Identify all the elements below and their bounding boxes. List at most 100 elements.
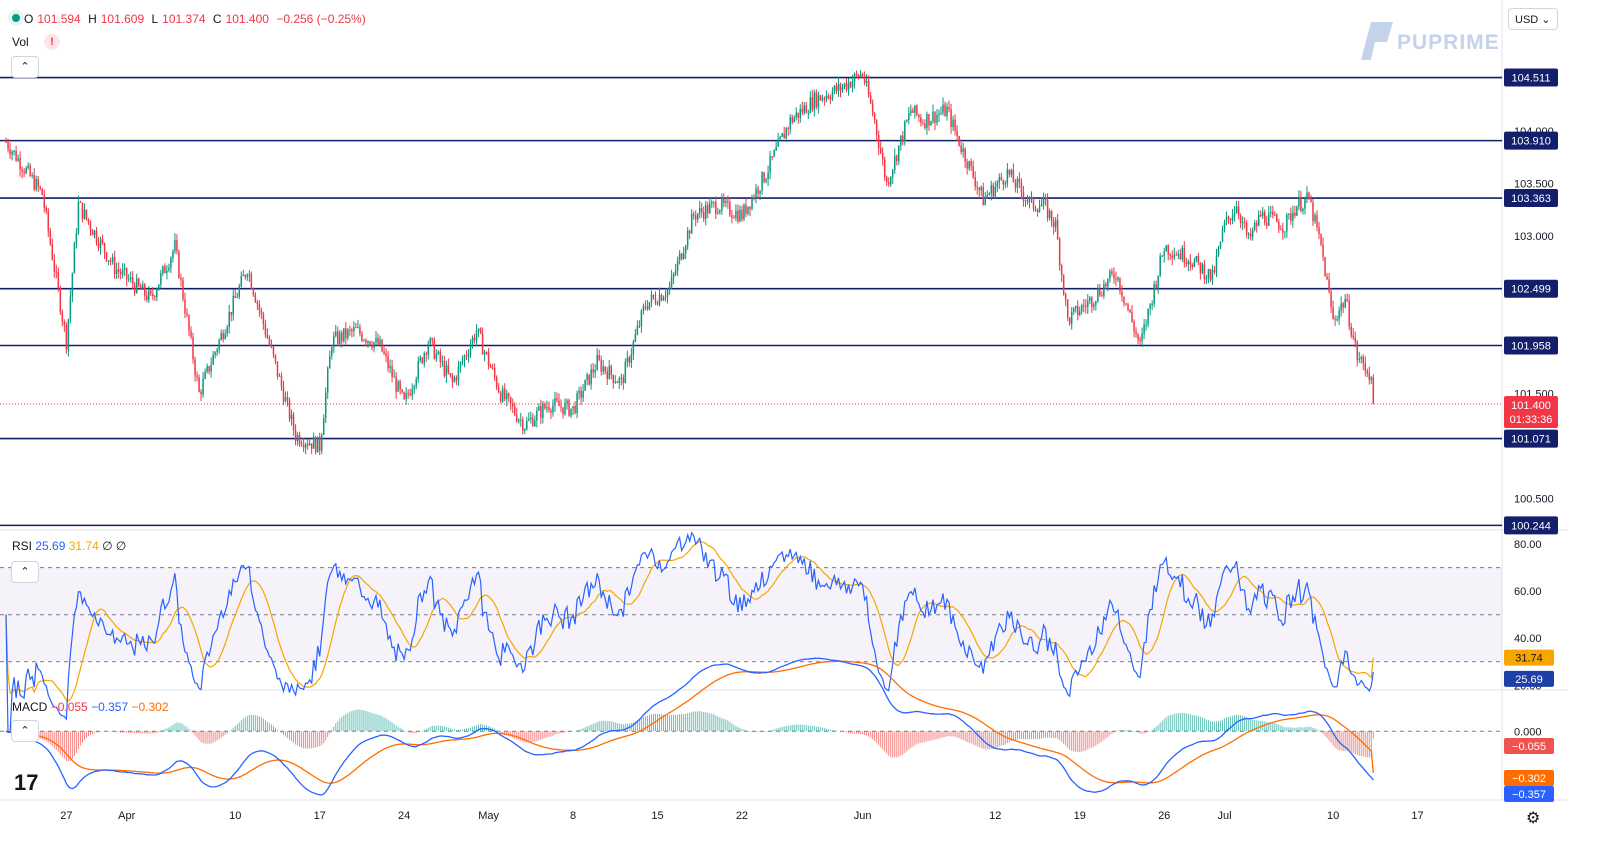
candle-body bbox=[55, 271, 58, 273]
candle-body bbox=[745, 204, 747, 214]
collapse-macd-button[interactable]: ⌃ bbox=[11, 720, 39, 742]
candle-body bbox=[578, 390, 580, 394]
candle-body bbox=[954, 119, 956, 131]
macd-hist-tag-label: −0.055 bbox=[1512, 741, 1546, 753]
candle-body bbox=[1221, 229, 1224, 242]
candle-body bbox=[1103, 284, 1105, 297]
candle-body bbox=[1276, 214, 1278, 222]
candle-body bbox=[1308, 192, 1310, 199]
candle-body bbox=[960, 145, 962, 152]
candle-body bbox=[739, 209, 741, 222]
brand-name: PUPRIME bbox=[1397, 31, 1500, 54]
collapse-rsi-button[interactable]: ⌃ bbox=[11, 561, 39, 583]
candle-body bbox=[103, 242, 106, 253]
candle-body bbox=[252, 288, 255, 295]
candle-body bbox=[700, 207, 703, 212]
candle-body bbox=[783, 133, 785, 139]
candle-body bbox=[1143, 324, 1145, 334]
candle-body bbox=[1259, 214, 1262, 217]
candle-body bbox=[912, 110, 914, 113]
candle-body bbox=[499, 392, 502, 402]
macd-signal-line bbox=[6, 660, 1374, 784]
tradingview-logo[interactable]: 17 bbox=[14, 770, 39, 795]
candle-body bbox=[1022, 192, 1025, 201]
candle-body bbox=[1087, 300, 1089, 307]
candle-body bbox=[339, 332, 341, 344]
candle-body bbox=[367, 341, 369, 343]
candle-body bbox=[904, 121, 906, 142]
candle-body bbox=[982, 187, 984, 206]
candle-body bbox=[49, 230, 52, 244]
candle-body bbox=[918, 114, 920, 118]
candle-body bbox=[1129, 309, 1131, 313]
gear-icon[interactable]: ⚙ bbox=[1526, 810, 1541, 827]
candle-body bbox=[1121, 291, 1123, 297]
candle-body bbox=[652, 294, 655, 298]
candle-body bbox=[1270, 211, 1272, 214]
candle-body bbox=[839, 83, 842, 91]
candle-body bbox=[785, 128, 787, 139]
candle-body bbox=[620, 377, 623, 379]
macd-hist-tag bbox=[1504, 738, 1554, 754]
candle-body bbox=[170, 257, 172, 268]
candle-body bbox=[825, 95, 828, 100]
candle-body bbox=[292, 414, 295, 430]
candle-body bbox=[889, 177, 892, 185]
candle-body bbox=[1320, 233, 1322, 245]
level-price-tag bbox=[1504, 68, 1558, 87]
currency-selector[interactable]: USD ⌄ bbox=[1508, 8, 1558, 30]
date-tick-label: 10 bbox=[1327, 810, 1339, 822]
candle-body bbox=[765, 179, 767, 182]
candle-body bbox=[791, 117, 793, 123]
candle-body bbox=[1239, 215, 1242, 224]
candle-body bbox=[411, 389, 413, 396]
candle-body bbox=[554, 398, 556, 406]
candle-body bbox=[1157, 275, 1159, 289]
candle-body bbox=[1052, 221, 1055, 228]
candle-body bbox=[1042, 197, 1045, 205]
candle-body bbox=[1173, 254, 1176, 258]
volume-label[interactable]: Vol bbox=[12, 35, 29, 49]
candle-body bbox=[793, 117, 795, 123]
candle-body bbox=[731, 215, 733, 218]
candle-body bbox=[1169, 254, 1171, 256]
date-tick-label: 10 bbox=[229, 810, 241, 822]
candle-body bbox=[150, 290, 152, 294]
candle-body bbox=[996, 182, 999, 187]
candle-body bbox=[345, 328, 347, 339]
candle-body bbox=[658, 294, 661, 305]
candle-body bbox=[524, 429, 526, 431]
candle-body bbox=[753, 197, 755, 199]
candle-body bbox=[1241, 222, 1244, 224]
candle-body bbox=[1201, 264, 1204, 274]
candle-body bbox=[1145, 324, 1147, 326]
candle-body bbox=[1056, 220, 1059, 240]
candle-body bbox=[5, 141, 7, 143]
date-tick-label: 22 bbox=[736, 810, 748, 822]
collapse-main-button[interactable]: ⌃ bbox=[11, 56, 39, 78]
candle-body bbox=[1081, 305, 1083, 312]
candle-body bbox=[17, 158, 19, 161]
candle-body bbox=[751, 197, 753, 209]
candle-body bbox=[877, 134, 880, 149]
candle-body bbox=[401, 389, 403, 393]
candle-body bbox=[1304, 199, 1306, 209]
candle-body bbox=[805, 105, 808, 114]
candle-body bbox=[176, 240, 178, 252]
candle-body bbox=[534, 420, 536, 426]
candle-body bbox=[849, 82, 852, 88]
candle-body bbox=[31, 175, 33, 177]
candle-body bbox=[89, 222, 92, 231]
candle-body bbox=[632, 341, 635, 355]
candle-body bbox=[723, 198, 725, 204]
last-price-label: 101.400 bbox=[1511, 400, 1551, 412]
candle-body bbox=[481, 333, 484, 355]
date-tick-label: 19 bbox=[1074, 810, 1086, 822]
candle-body bbox=[188, 315, 190, 331]
warning-icon[interactable]: ! bbox=[44, 34, 60, 50]
candle-body bbox=[980, 187, 982, 191]
candle-body bbox=[47, 211, 50, 231]
candle-body bbox=[1147, 308, 1149, 325]
